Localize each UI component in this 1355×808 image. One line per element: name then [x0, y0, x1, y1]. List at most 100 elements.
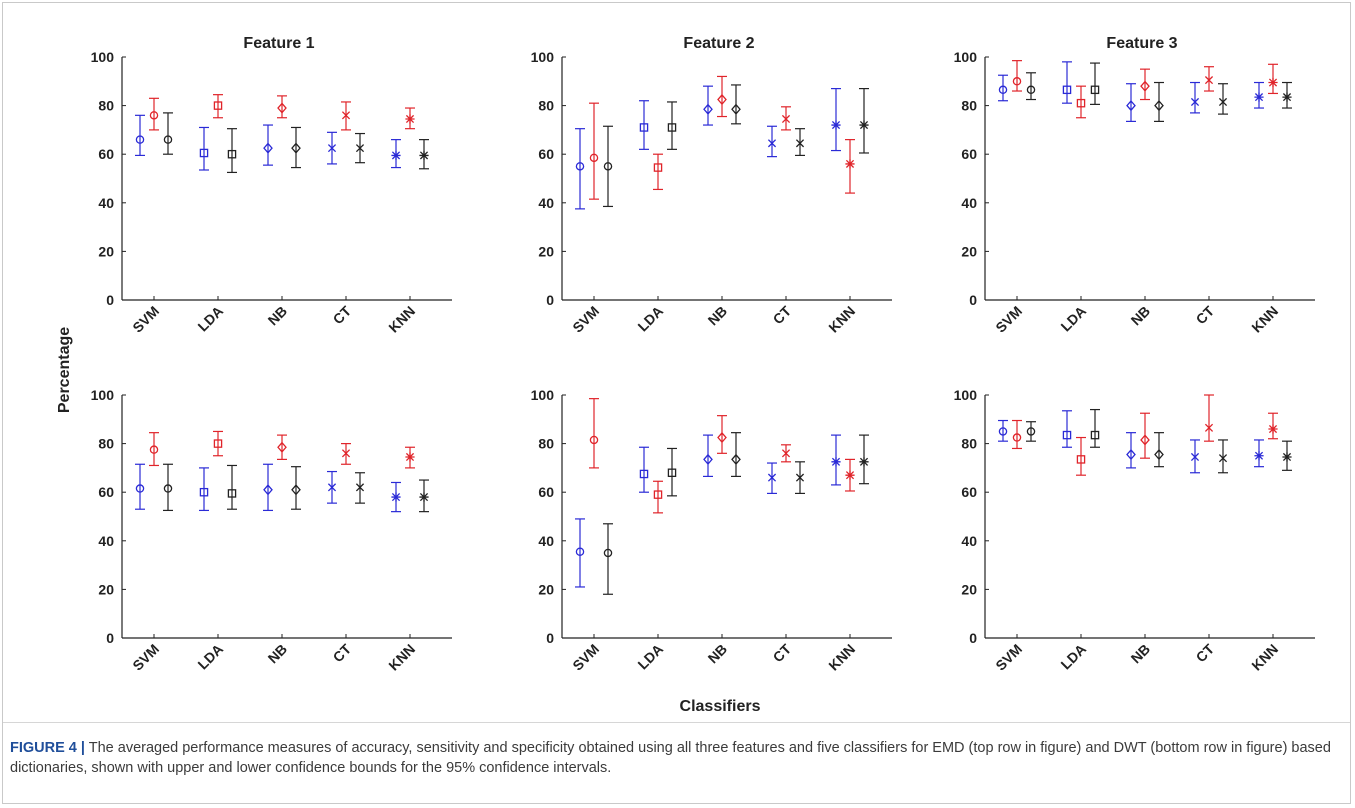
x-tick-label: SVM — [569, 641, 602, 674]
x-tick-label: CT — [770, 640, 795, 665]
x-tick-label: LDA — [1057, 303, 1089, 335]
x-tick-label: SVM — [992, 303, 1025, 336]
x-tick-label: NB — [1127, 641, 1153, 667]
marker-star — [1282, 92, 1291, 101]
y-tick-label: 100 — [531, 49, 555, 65]
marker-star — [419, 151, 428, 160]
subplot-4: 0 20 40 60 80 100 SVM LDA NB CT KNN — [91, 387, 452, 674]
y-tick-label: 40 — [98, 533, 114, 549]
y-tick-label: 0 — [106, 292, 114, 308]
subplot-title: Feature 3 — [1106, 35, 1177, 52]
marker-star — [1268, 78, 1277, 87]
x-tick-label: LDA — [634, 303, 666, 335]
y-tick-label: 60 — [98, 146, 114, 162]
x-tick-label: SVM — [129, 641, 162, 674]
figure-caption: FIGURE 4 | The averaged performance meas… — [10, 738, 1340, 778]
y-axis-label: Percentage — [56, 327, 73, 413]
x-tick-label: KNN — [825, 641, 858, 674]
y-tick-label: 20 — [538, 581, 554, 597]
x-tick-label: KNN — [385, 303, 418, 336]
caption-label: FIGURE 4 | — [10, 740, 85, 756]
subplot-1: Feature 1 0 20 40 60 80 100 SVM LDA NB CT KNN — [91, 35, 452, 336]
marker-star — [391, 492, 400, 501]
y-tick-label: 100 — [954, 49, 978, 65]
x-tick-label: LDA — [634, 641, 666, 673]
marker-star — [859, 457, 868, 466]
y-tick-label: 20 — [961, 243, 977, 259]
y-tick-label: 20 — [98, 243, 114, 259]
marker-star — [859, 120, 868, 129]
subplot-title: Feature 2 — [683, 35, 754, 52]
x-tick-label: LDA — [194, 641, 226, 673]
marker-star — [405, 114, 414, 123]
x-tick-label: NB — [1127, 303, 1153, 329]
caption-divider — [3, 722, 1350, 723]
figure-plot-area: Feature 1020406080100SVM LDA NB CT KNNFeatur… — [0, 0, 1355, 730]
marker-star — [405, 452, 414, 461]
marker-star — [391, 151, 400, 160]
y-tick-label: 60 — [538, 484, 554, 500]
y-tick-label: 40 — [961, 195, 977, 211]
y-tick-label: 60 — [961, 484, 977, 500]
y-tick-label: 0 — [969, 630, 977, 646]
y-tick-label: 100 — [91, 49, 115, 65]
y-tick-label: 40 — [961, 533, 977, 549]
y-tick-label: 40 — [538, 533, 554, 549]
y-tick-label: 80 — [538, 98, 554, 114]
marker-star — [1254, 92, 1263, 101]
marker-star — [831, 457, 840, 466]
x-tick-label: CT — [330, 302, 355, 327]
y-tick-label: 20 — [961, 581, 977, 597]
marker-star — [831, 120, 840, 129]
x-axis-label: Classifiers — [680, 698, 761, 715]
x-tick-label: KNN — [825, 303, 858, 336]
x-tick-label: LDA — [194, 303, 226, 335]
x-tick-label: SVM — [992, 641, 1025, 674]
subplot-6: 0 20 40 60 80 100 SVM LDA NB CT KNN — [954, 387, 1315, 674]
y-tick-label: 80 — [961, 98, 977, 114]
x-tick-label: NB — [264, 641, 290, 667]
x-tick-label: NB — [264, 303, 290, 329]
x-tick-label: SVM — [129, 303, 162, 336]
x-tick-label: LDA — [1057, 641, 1089, 673]
y-tick-label: 100 — [531, 387, 555, 403]
x-tick-label: KNN — [1248, 641, 1281, 674]
marker-star — [1268, 424, 1277, 433]
marker-star — [845, 159, 854, 168]
subplot-title: Feature 1 — [243, 35, 314, 52]
marker-star — [419, 492, 428, 501]
y-tick-label: 80 — [961, 436, 977, 452]
caption-text: The averaged performance measures of acc… — [10, 740, 1331, 776]
marker-star — [1254, 451, 1263, 460]
x-tick-label: NB — [704, 303, 730, 329]
x-tick-label: SVM — [569, 303, 602, 336]
y-tick-label: 100 — [954, 387, 978, 403]
subplot-2: Feature 2 0 20 40 60 80 100 SVM LDA NB CT KNN — [531, 35, 892, 336]
y-tick-label: 0 — [969, 292, 977, 308]
y-tick-label: 0 — [106, 630, 114, 646]
x-tick-label: CT — [770, 302, 795, 327]
y-tick-label: 80 — [538, 436, 554, 452]
subplot-5: 0 20 40 60 80 100 SVM LDA NB CT KNN — [531, 387, 892, 674]
y-tick-label: 60 — [961, 146, 977, 162]
y-tick-label: 0 — [546, 292, 554, 308]
marker-star — [845, 471, 854, 480]
x-tick-label: CT — [330, 640, 355, 665]
x-tick-label: CT — [1193, 302, 1218, 327]
marker-star — [1282, 452, 1291, 461]
y-tick-label: 40 — [98, 195, 114, 211]
y-tick-label: 40 — [538, 195, 554, 211]
y-tick-label: 60 — [98, 484, 114, 500]
y-tick-label: 20 — [538, 243, 554, 259]
y-tick-label: 0 — [546, 630, 554, 646]
y-tick-label: 60 — [538, 146, 554, 162]
x-tick-label: CT — [1193, 640, 1218, 665]
y-tick-label: 80 — [98, 436, 114, 452]
x-tick-label: KNN — [1248, 303, 1281, 336]
x-tick-label: KNN — [385, 641, 418, 674]
y-tick-label: 80 — [98, 98, 114, 114]
y-tick-label: 100 — [91, 387, 115, 403]
y-tick-label: 20 — [98, 581, 114, 597]
subplot-3: Feature 3 0 20 40 60 80 100 SVM LDA NB CT KNN — [954, 35, 1315, 336]
x-tick-label: NB — [704, 641, 730, 667]
